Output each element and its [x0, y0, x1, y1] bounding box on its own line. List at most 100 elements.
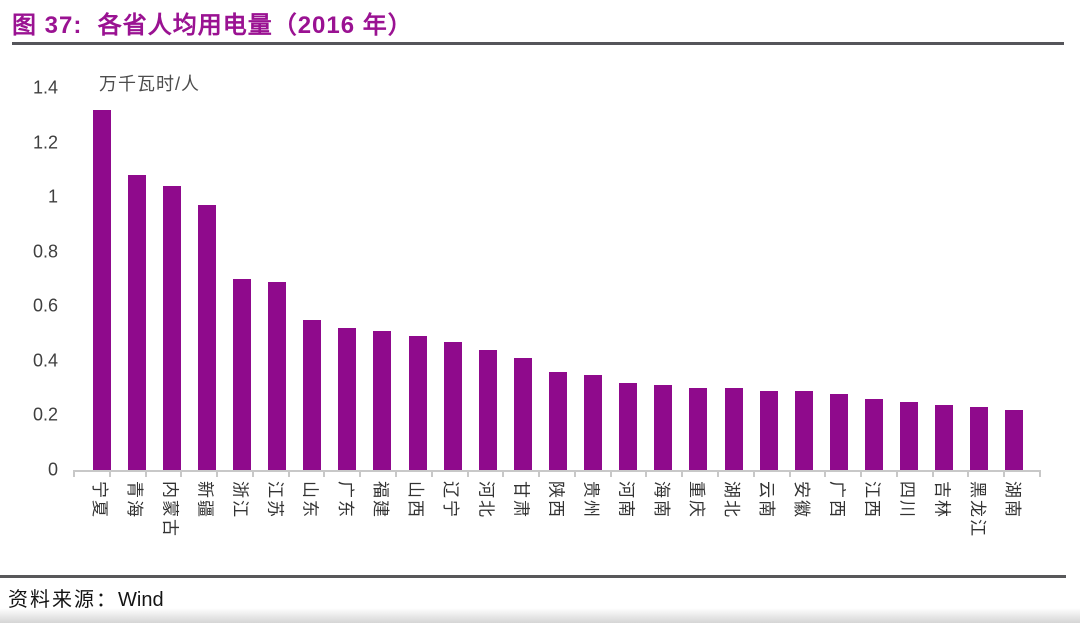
- x-tick-label: 吉林: [932, 481, 952, 519]
- y-tick-label: 0.6: [32, 295, 58, 316]
- x-tick-label: 内蒙古: [160, 481, 180, 538]
- y-tick-label: 0.8: [32, 241, 58, 262]
- bar-slot: [540, 88, 575, 470]
- bar-湖北: [724, 388, 743, 470]
- bar-四川: [900, 401, 919, 470]
- x-label-slot: 新疆: [189, 481, 224, 577]
- x-tick-label: 黑龙江: [967, 481, 987, 538]
- x-tick-label: 河北: [476, 481, 496, 519]
- axis-tick-mark: [681, 470, 684, 477]
- bar-湖南: [1005, 409, 1024, 470]
- bar-河北: [478, 349, 497, 470]
- x-label-slot: 内蒙古: [154, 481, 189, 577]
- x-label-slot: 辽宁: [435, 481, 470, 577]
- bar-江苏: [268, 281, 287, 470]
- figure-title: 图 37: 各省人均用电量（2016 年）: [12, 12, 413, 39]
- bar-slot: [119, 88, 154, 470]
- y-tick-label: 1.4: [32, 77, 58, 98]
- bar-河南: [619, 382, 638, 470]
- bar-slot: [505, 88, 540, 470]
- bar-slot: [189, 88, 224, 470]
- axis-tick-mark: [144, 470, 147, 477]
- bar-slot: [786, 88, 821, 470]
- x-tick-label: 江苏: [265, 481, 285, 519]
- axis-tick-mark: [609, 470, 612, 477]
- x-label-slot: 吉林: [927, 481, 962, 577]
- y-tick-label: 0.2: [32, 404, 58, 425]
- x-label-slot: 湖南: [997, 481, 1032, 577]
- y-tick-label: 1: [47, 186, 58, 207]
- axis-tick-mark: [251, 470, 254, 477]
- x-tick-label: 海南: [651, 481, 671, 519]
- x-tick-label: 云南: [757, 481, 777, 519]
- bar-内蒙古: [162, 186, 181, 470]
- x-axis-line: [74, 470, 1040, 472]
- axis-tick-mark: [931, 470, 934, 477]
- bar-slot: [646, 88, 681, 470]
- x-label-slot: 山东: [295, 481, 330, 577]
- axis-tick-mark: [502, 470, 505, 477]
- axis-tick-mark: [716, 470, 719, 477]
- x-tick-label: 贵州: [581, 481, 601, 519]
- bar-重庆: [689, 388, 708, 470]
- bar-江西: [864, 399, 883, 470]
- x-label-slot: 重庆: [681, 481, 716, 577]
- bar-slot: [330, 88, 365, 470]
- bar-青海: [127, 175, 146, 470]
- bar-山东: [303, 319, 322, 470]
- axis-tick-mark: [73, 470, 75, 477]
- axis-tick-mark: [1039, 470, 1041, 477]
- title-divider: [12, 42, 1064, 45]
- source-value: Wind: [118, 589, 164, 611]
- axis-tick-mark: [216, 470, 219, 477]
- axis-tick-mark: [323, 470, 326, 477]
- bar-slot: [892, 88, 927, 470]
- x-label-slot: 云南: [751, 481, 786, 577]
- x-tick-label: 江西: [862, 481, 882, 519]
- bar-slot: [224, 88, 259, 470]
- x-label-slot: 宁夏: [84, 481, 119, 577]
- source-label: 资料来源：: [8, 589, 118, 611]
- x-tick-label: 山东: [300, 481, 320, 519]
- bar-浙江: [232, 279, 251, 470]
- x-tick-label: 湖北: [722, 481, 742, 519]
- bar-吉林: [935, 404, 954, 470]
- bar-广东: [338, 328, 357, 470]
- axis-tick-mark: [752, 470, 755, 477]
- bar-辽宁: [443, 341, 462, 470]
- bar-福建: [373, 330, 392, 470]
- bar-slot: [751, 88, 786, 470]
- axis-tick-mark: [645, 470, 648, 477]
- axis-tick-mark: [108, 470, 111, 477]
- bar-山西: [408, 336, 427, 470]
- x-label-slot: 广东: [330, 481, 365, 577]
- x-label-slot: 安徽: [786, 481, 821, 577]
- axis-tick-mark: [1003, 470, 1006, 477]
- x-label-slot: 山西: [400, 481, 435, 577]
- x-label-slot: 黑龙江: [962, 481, 997, 577]
- bar-slot: [716, 88, 751, 470]
- x-tick-label: 陕西: [546, 481, 566, 519]
- x-label-slot: 陕西: [540, 481, 575, 577]
- axis-tick-mark: [967, 470, 970, 477]
- footer-divider: [0, 575, 1066, 578]
- axis-tick-mark: [573, 470, 576, 477]
- bar-黑龙江: [970, 407, 989, 470]
- bar-slot: [365, 88, 400, 470]
- x-label-slot: 贵州: [576, 481, 611, 577]
- x-tick-label: 福建: [370, 481, 390, 519]
- bar-slot: [400, 88, 435, 470]
- bar-slot: [295, 88, 330, 470]
- axis-tick-mark: [824, 470, 827, 477]
- bar-slot: [856, 88, 891, 470]
- x-axis-ticks: [73, 470, 1041, 477]
- x-tick-label: 浙江: [230, 481, 250, 519]
- axis-tick-mark: [538, 470, 541, 477]
- x-label-slot: 四川: [892, 481, 927, 577]
- x-label-slot: 海南: [646, 481, 681, 577]
- x-tick-label: 广东: [335, 481, 355, 519]
- x-tick-label: 甘肃: [511, 481, 531, 519]
- bar-甘肃: [513, 358, 532, 470]
- x-label-slot: 福建: [365, 481, 400, 577]
